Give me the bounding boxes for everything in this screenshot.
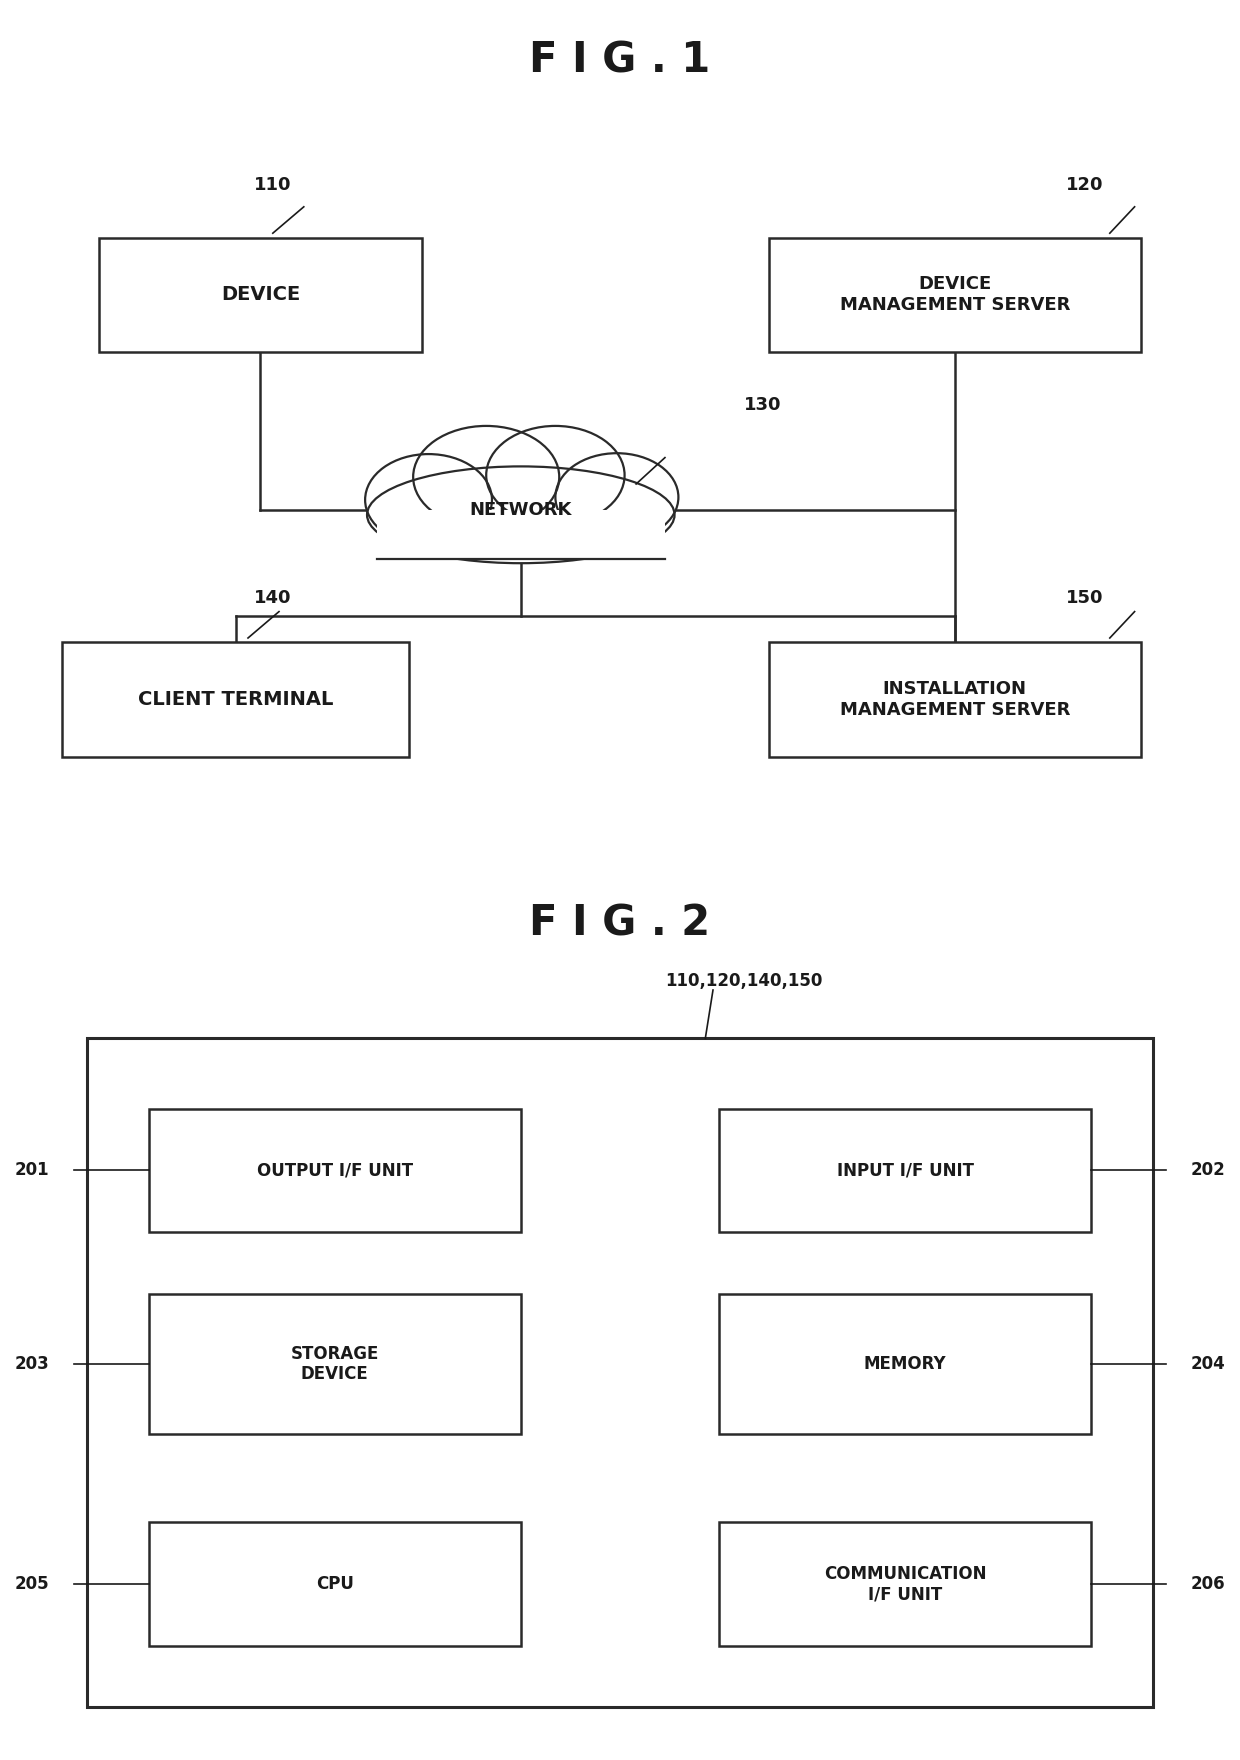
FancyBboxPatch shape bbox=[719, 1109, 1091, 1232]
Text: INSTALLATION
MANAGEMENT SERVER: INSTALLATION MANAGEMENT SERVER bbox=[839, 679, 1070, 720]
Text: 203: 203 bbox=[15, 1355, 50, 1373]
Bar bbox=[377, 510, 665, 558]
FancyBboxPatch shape bbox=[87, 1038, 1153, 1707]
Text: 120: 120 bbox=[1066, 176, 1104, 194]
Text: OUTPUT I/F UNIT: OUTPUT I/F UNIT bbox=[257, 1162, 413, 1179]
FancyBboxPatch shape bbox=[769, 238, 1141, 352]
FancyBboxPatch shape bbox=[719, 1294, 1091, 1434]
Text: F I G . 2: F I G . 2 bbox=[529, 901, 711, 943]
Text: 110: 110 bbox=[254, 176, 291, 194]
FancyBboxPatch shape bbox=[62, 642, 409, 757]
Ellipse shape bbox=[413, 426, 559, 528]
Text: CPU: CPU bbox=[316, 1575, 353, 1593]
Ellipse shape bbox=[367, 466, 675, 563]
Text: 201: 201 bbox=[15, 1162, 50, 1179]
Text: CLIENT TERMINAL: CLIENT TERMINAL bbox=[138, 690, 334, 709]
Text: DEVICE: DEVICE bbox=[221, 285, 300, 304]
Text: STORAGE
DEVICE: STORAGE DEVICE bbox=[290, 1345, 379, 1383]
Ellipse shape bbox=[556, 452, 678, 540]
FancyBboxPatch shape bbox=[149, 1109, 521, 1232]
Text: COMMUNICATION
I/F UNIT: COMMUNICATION I/F UNIT bbox=[823, 1565, 987, 1603]
FancyBboxPatch shape bbox=[149, 1522, 521, 1646]
Text: 150: 150 bbox=[1066, 590, 1104, 607]
Text: 130: 130 bbox=[744, 396, 781, 414]
FancyBboxPatch shape bbox=[719, 1522, 1091, 1646]
Text: INPUT I/F UNIT: INPUT I/F UNIT bbox=[837, 1162, 973, 1179]
Text: 202: 202 bbox=[1190, 1162, 1225, 1179]
Text: NETWORK: NETWORK bbox=[470, 502, 572, 519]
Ellipse shape bbox=[486, 426, 625, 524]
Text: DEVICE
MANAGEMENT SERVER: DEVICE MANAGEMENT SERVER bbox=[839, 275, 1070, 315]
Text: 204: 204 bbox=[1190, 1355, 1225, 1373]
Text: MEMORY: MEMORY bbox=[864, 1355, 946, 1373]
Ellipse shape bbox=[365, 454, 492, 546]
FancyBboxPatch shape bbox=[99, 238, 422, 352]
FancyBboxPatch shape bbox=[149, 1294, 521, 1434]
Text: 110,120,140,150: 110,120,140,150 bbox=[666, 972, 822, 989]
Text: F I G . 1: F I G . 1 bbox=[529, 39, 711, 81]
FancyBboxPatch shape bbox=[769, 642, 1141, 757]
Text: 205: 205 bbox=[15, 1575, 50, 1593]
Text: 206: 206 bbox=[1190, 1575, 1225, 1593]
Text: 140: 140 bbox=[254, 590, 291, 607]
